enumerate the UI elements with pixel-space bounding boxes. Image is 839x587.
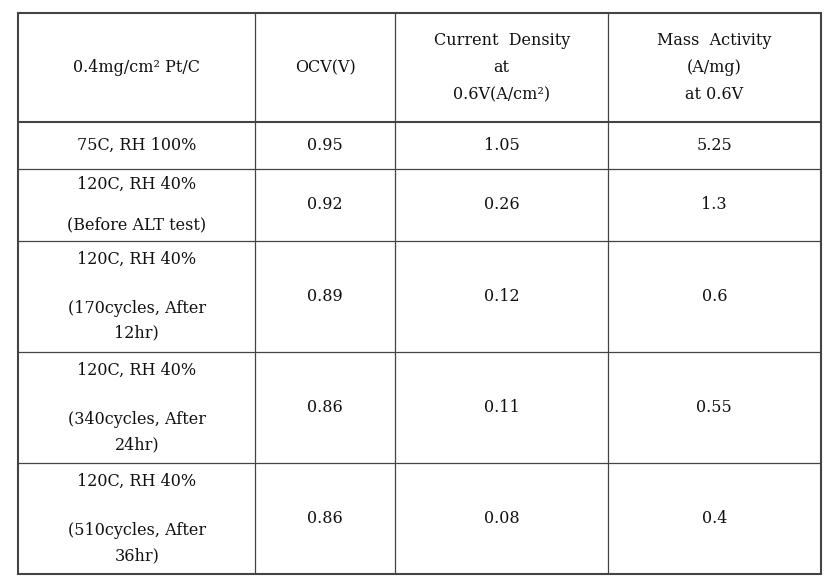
- Text: Mass  Activity: Mass Activity: [657, 32, 771, 49]
- Text: 0.55: 0.55: [696, 399, 732, 416]
- Text: 0.6V(A/cm²): 0.6V(A/cm²): [453, 86, 550, 103]
- Text: 0.12: 0.12: [484, 288, 519, 305]
- Text: Current  Density: Current Density: [434, 32, 570, 49]
- Text: 0.4mg/cm² Pt/C: 0.4mg/cm² Pt/C: [73, 59, 201, 76]
- Text: 0.86: 0.86: [307, 510, 343, 527]
- Text: 0.26: 0.26: [484, 196, 519, 213]
- Text: 0.89: 0.89: [307, 288, 343, 305]
- Text: (510cycles, After: (510cycles, After: [68, 522, 206, 539]
- Text: (340cycles, After: (340cycles, After: [68, 411, 206, 429]
- Text: 12hr): 12hr): [114, 325, 159, 342]
- Text: 36hr): 36hr): [114, 547, 159, 564]
- Text: 0.95: 0.95: [307, 137, 343, 154]
- Text: at: at: [493, 59, 510, 76]
- Text: at 0.6V: at 0.6V: [685, 86, 743, 103]
- Text: 120C, RH 40%: 120C, RH 40%: [77, 176, 196, 193]
- Text: 75C, RH 100%: 75C, RH 100%: [77, 137, 196, 154]
- Text: 0.92: 0.92: [307, 196, 343, 213]
- Text: 0.11: 0.11: [484, 399, 519, 416]
- Text: 24hr): 24hr): [114, 436, 159, 453]
- Text: 0.4: 0.4: [701, 510, 727, 527]
- Text: 1.3: 1.3: [701, 196, 727, 213]
- Text: 1.05: 1.05: [484, 137, 519, 154]
- Text: 120C, RH 40%: 120C, RH 40%: [77, 473, 196, 490]
- Text: 120C, RH 40%: 120C, RH 40%: [77, 362, 196, 379]
- Text: (Before ALT test): (Before ALT test): [67, 217, 206, 234]
- Text: OCV(V): OCV(V): [294, 59, 356, 76]
- Text: 5.25: 5.25: [696, 137, 732, 154]
- Text: 120C, RH 40%: 120C, RH 40%: [77, 251, 196, 268]
- Text: 0.6: 0.6: [701, 288, 727, 305]
- Text: (A/mg): (A/mg): [687, 59, 742, 76]
- Text: 0.86: 0.86: [307, 399, 343, 416]
- Text: 0.08: 0.08: [484, 510, 519, 527]
- Text: (170cycles, After: (170cycles, After: [68, 300, 206, 317]
